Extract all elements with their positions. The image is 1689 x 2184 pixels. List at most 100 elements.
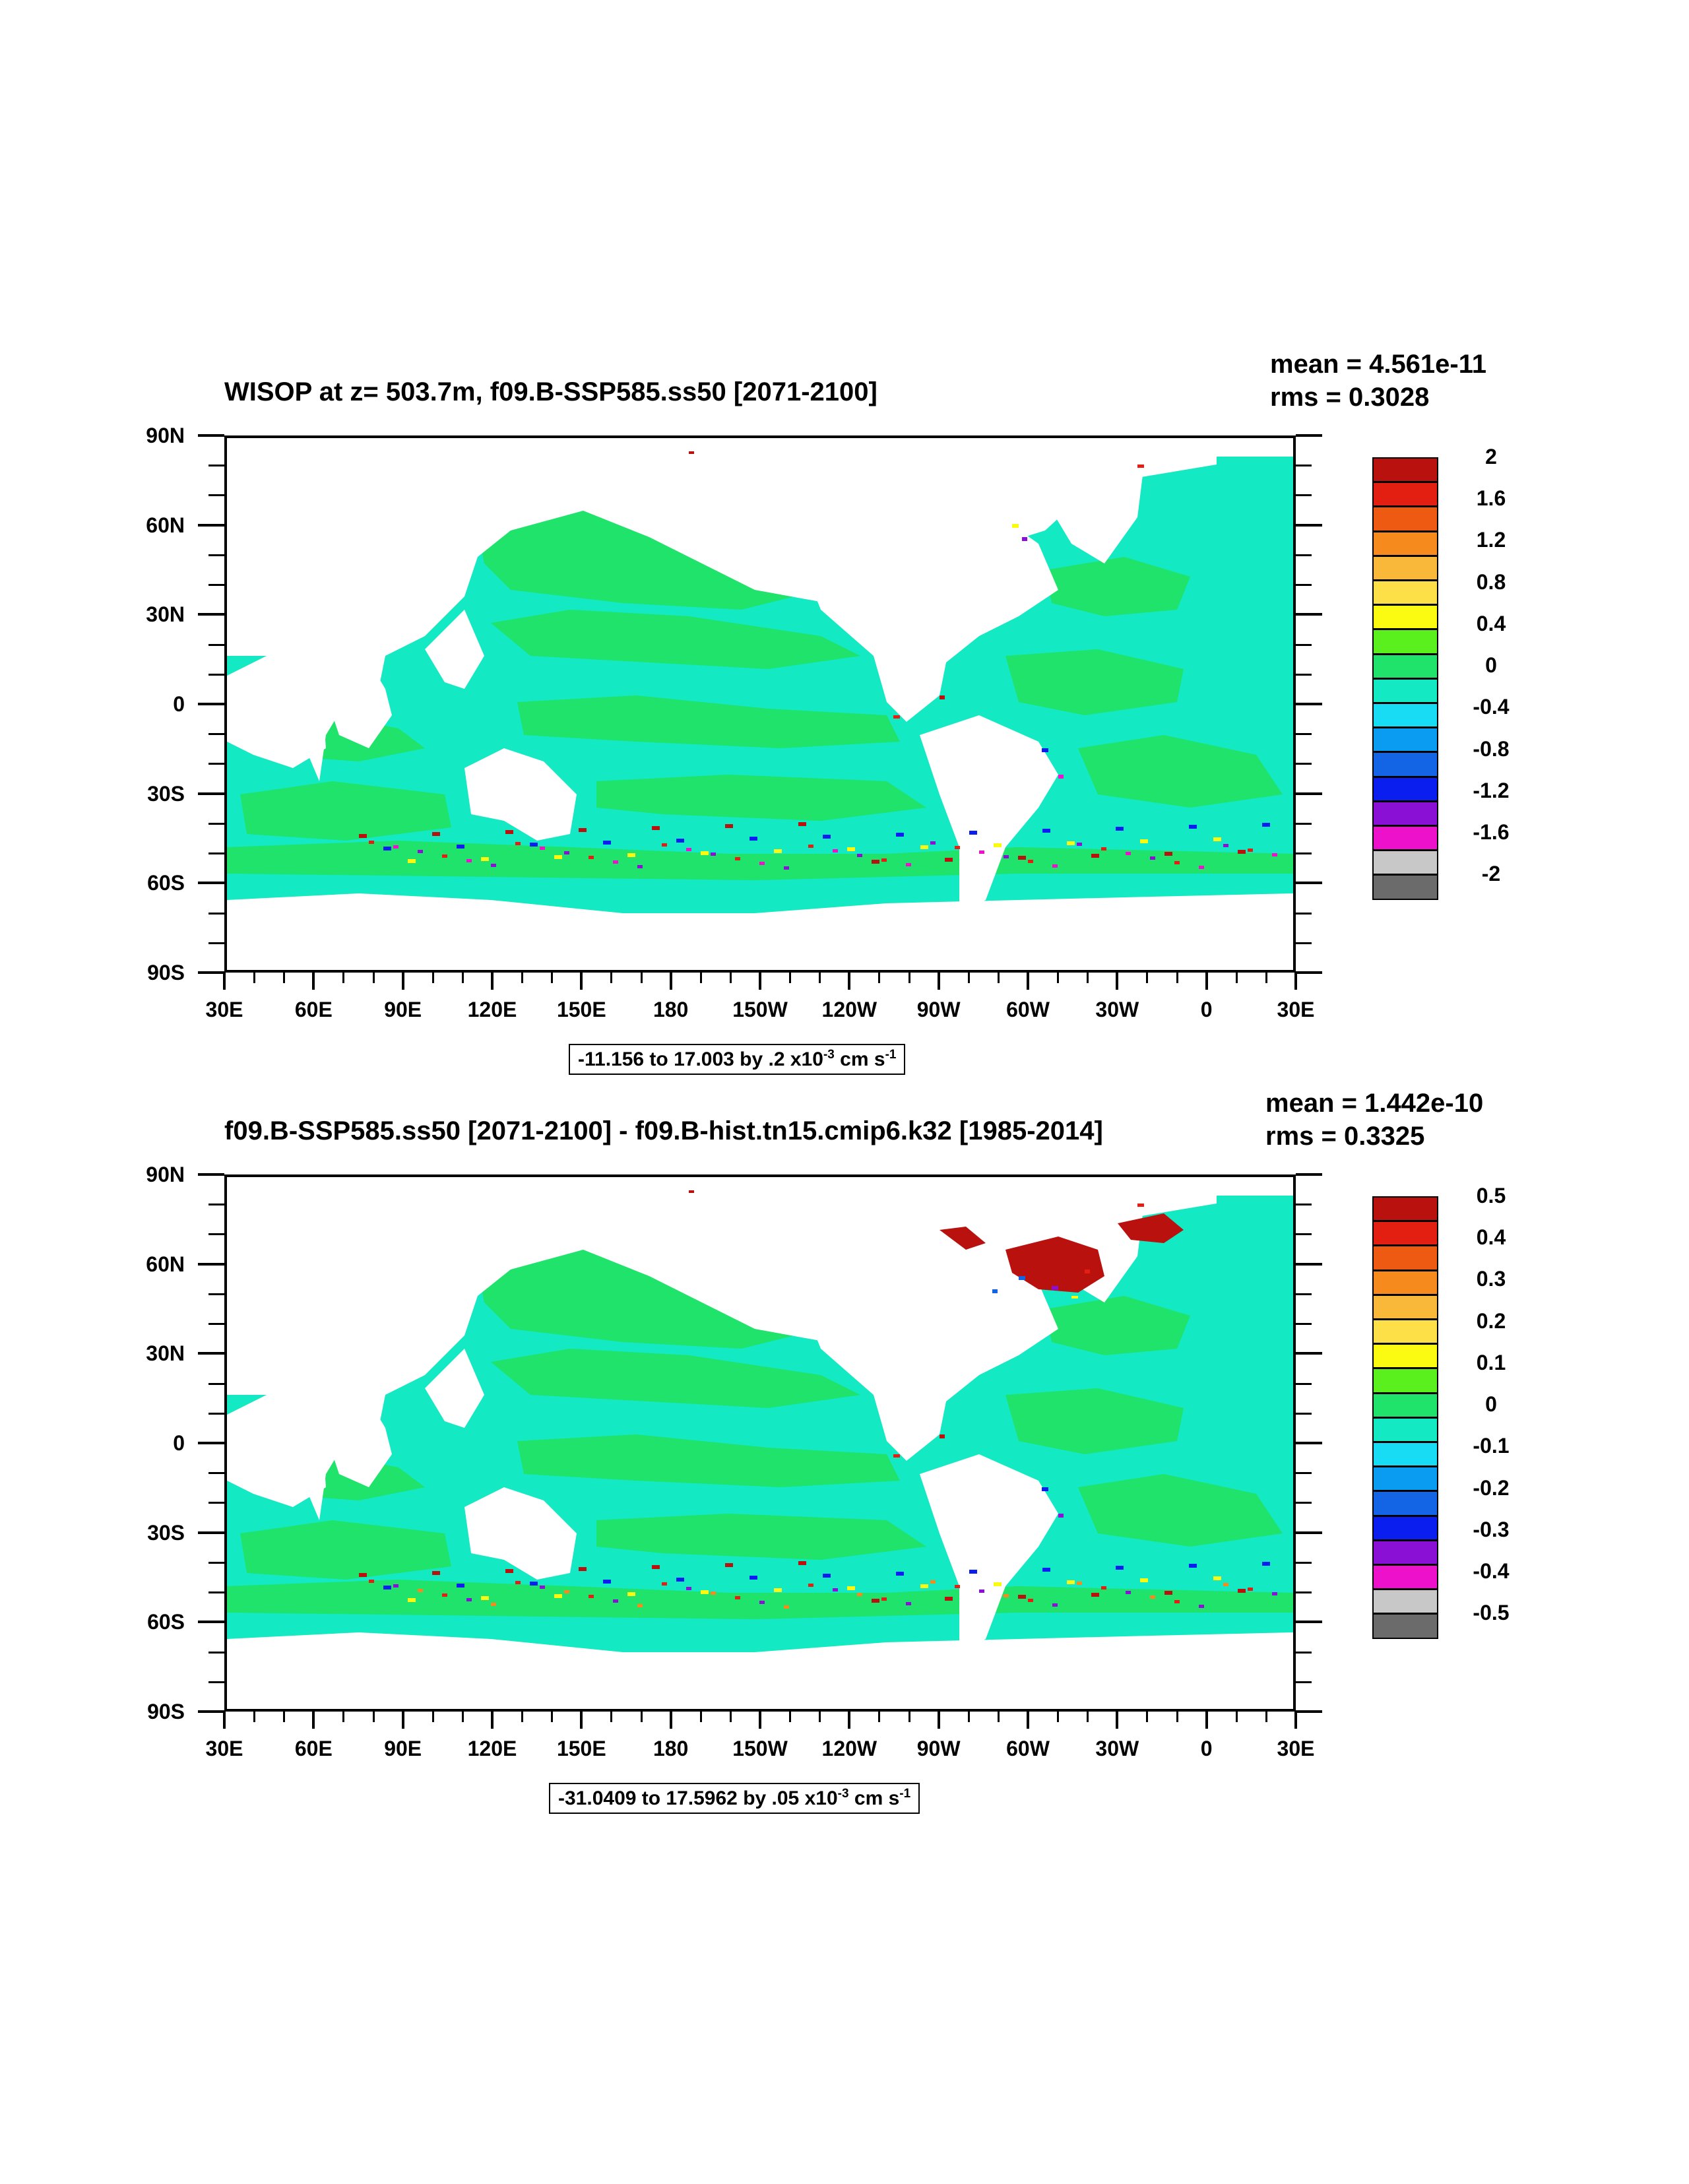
anomaly-speck xyxy=(823,1574,831,1578)
panel-1-map-field xyxy=(227,438,1293,970)
anomaly-speck xyxy=(979,851,984,854)
anomaly-speck xyxy=(613,1599,618,1603)
anomaly-speck xyxy=(652,826,660,830)
latitude-minor-tick xyxy=(1296,942,1312,944)
longitude-tick-label: 120E xyxy=(467,998,517,1021)
anomaly-speck xyxy=(491,864,496,867)
colorbar-swatch xyxy=(1372,1269,1438,1295)
anomaly-speck xyxy=(579,828,587,832)
latitude-minor-tick xyxy=(208,1651,224,1654)
colorbar-swatch xyxy=(1372,1564,1438,1590)
anomaly-speck xyxy=(554,855,562,859)
anomaly-speck xyxy=(920,845,928,849)
anomaly-speck xyxy=(676,839,684,843)
anomaly-speck xyxy=(896,1572,904,1576)
anomaly-speck xyxy=(955,846,960,849)
positive-band xyxy=(227,841,1293,880)
anomaly-speck xyxy=(1042,1487,1048,1491)
longitude-minor-tick xyxy=(819,973,821,983)
longitude-tick xyxy=(491,1712,494,1729)
anomaly-speck xyxy=(1189,825,1197,829)
longitude-minor-tick xyxy=(372,1712,375,1722)
colorbar-swatch xyxy=(1372,1319,1438,1345)
anomaly-speck xyxy=(1052,1286,1058,1290)
longitude-tick xyxy=(401,1712,404,1729)
anomaly-speck xyxy=(689,451,694,454)
longitude-tick-label: 30W xyxy=(1095,1737,1139,1760)
longitude-tick-label: 120W xyxy=(821,1737,877,1760)
longitude-tick-label: 30E xyxy=(205,998,243,1021)
anomaly-speck xyxy=(1137,465,1144,468)
anomaly-speck xyxy=(1174,1600,1180,1603)
latitude-minor-tick xyxy=(208,942,224,944)
anomaly-speck xyxy=(1058,1514,1064,1518)
panel-1-map xyxy=(224,435,1296,973)
colorbar-label: 2 xyxy=(1485,445,1497,468)
anomaly-speck xyxy=(759,1601,765,1604)
anomaly-speck xyxy=(1248,849,1253,852)
longitude-tick-label: 60W xyxy=(1006,998,1050,1021)
latitude-tick xyxy=(1296,971,1322,974)
anomaly-speck xyxy=(1223,844,1228,847)
panel-2-mean: mean = 1.442e-10 xyxy=(1265,1089,1484,1118)
longitude-tick xyxy=(1027,973,1029,990)
longitude-minor-tick xyxy=(878,973,881,983)
anomaly-speck xyxy=(662,843,667,847)
anomaly-speck xyxy=(466,859,472,862)
anomaly-speck xyxy=(383,1586,391,1590)
latitude-tick-label: 60S xyxy=(147,871,185,895)
anomaly-speck xyxy=(833,849,838,852)
colorbar-swatch xyxy=(1372,1221,1438,1246)
anomaly-speck xyxy=(945,858,953,862)
longitude-minor-tick xyxy=(521,973,524,983)
anomaly-speck xyxy=(408,1598,416,1602)
latitude-minor-tick xyxy=(1296,673,1312,676)
colorbar-swatch xyxy=(1372,1245,1438,1271)
anomaly-speck xyxy=(1150,1595,1155,1599)
latitude-minor-tick xyxy=(208,554,224,556)
panel-1-contour-unit: cm s xyxy=(834,1048,885,1070)
anomaly-speck xyxy=(1189,1564,1197,1568)
longitude-minor-tick xyxy=(342,1712,345,1722)
anomaly-speck xyxy=(1223,1583,1228,1586)
anomaly-speck xyxy=(872,860,879,864)
anomaly-speck xyxy=(833,1588,838,1591)
longitude-tick-label: 90E xyxy=(384,998,422,1021)
anomaly-speck xyxy=(1042,1568,1050,1572)
latitude-tick xyxy=(1296,1710,1322,1713)
latitude-minor-tick xyxy=(208,1681,224,1683)
longitude-tick-label: 30W xyxy=(1095,998,1139,1021)
longitude-tick xyxy=(848,1712,851,1729)
latitude-tick xyxy=(1296,1352,1322,1355)
colorbar-swatch xyxy=(1372,1515,1438,1541)
anomaly-speck xyxy=(1028,1599,1033,1602)
latitude-tick xyxy=(198,613,224,616)
anomaly-speck xyxy=(1022,537,1027,541)
longitude-minor-tick xyxy=(1235,973,1238,983)
land-south-america xyxy=(920,1454,1058,1652)
land-africa xyxy=(227,1395,326,1507)
colorbar-swatch xyxy=(1372,604,1438,630)
anomaly-speck xyxy=(1042,829,1050,833)
latitude-minor-tick xyxy=(1296,1502,1312,1504)
positive-band xyxy=(1078,1474,1283,1547)
anomaly-speck xyxy=(920,1584,928,1588)
anomaly-speck xyxy=(481,1596,489,1600)
longitude-minor-tick xyxy=(997,1712,1000,1722)
anomaly-speck xyxy=(589,856,594,859)
longitude-tick xyxy=(223,973,226,990)
latitude-tick xyxy=(198,792,224,795)
positive-band xyxy=(517,695,900,748)
anomaly-speck xyxy=(505,1569,513,1573)
anomaly-speck xyxy=(1272,1592,1277,1595)
longitude-tick xyxy=(491,973,494,990)
longitude-tick-label: 180 xyxy=(653,1737,689,1760)
anomaly-speck xyxy=(940,695,945,699)
longitude-tick xyxy=(1116,1712,1119,1729)
anomaly-speck xyxy=(955,1585,960,1588)
longitude-minor-tick xyxy=(819,1712,821,1722)
colorbar-swatch xyxy=(1372,457,1438,483)
anomaly-speck xyxy=(893,715,900,719)
anomaly-speck xyxy=(579,1567,587,1571)
land-greenland xyxy=(1045,458,1144,563)
